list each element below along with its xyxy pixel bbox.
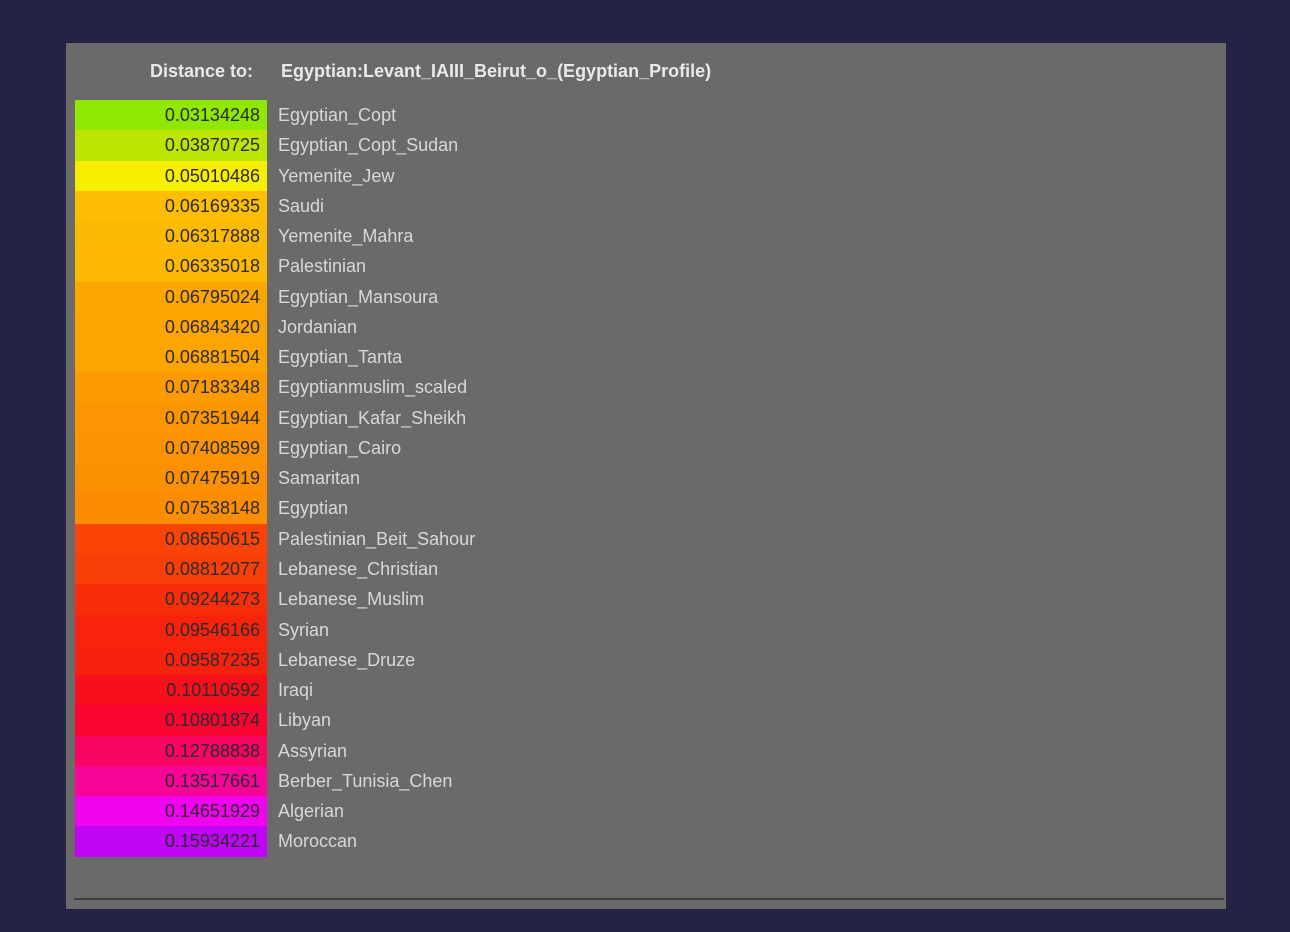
population-label: Berber_Tunisia_Chen <box>278 770 453 791</box>
population-label: Assyrian <box>278 740 348 761</box>
distance-row: 0.06169335 Saudi <box>66 190 1226 222</box>
distance-row: 0.06335018 Palestinian <box>66 251 1226 282</box>
population-label: Yemenite_Mahra <box>278 226 414 247</box>
distance-value-cell: 0.06843420 <box>75 311 267 343</box>
distance-row: 0.06843420 Jordanian <box>66 311 1226 343</box>
distance-row: 0.09587235 Lebanese_Druze <box>66 644 1226 676</box>
distance-value-cell: 0.07538148 <box>75 493 267 524</box>
distance-row: 0.03134248 Egyptian_Copt <box>66 100 1226 131</box>
distance-list: 0.03134248 Egyptian_Copt 0.03870725 Egyp… <box>66 100 1226 857</box>
distance-row: 0.08650615 Palestinian_Beit_Sahour <box>66 523 1226 554</box>
distance-value-cell: 0.10110592 <box>75 675 267 706</box>
population-label: Egyptian_Copt_Sudan <box>278 135 459 156</box>
population-label: Egyptian <box>278 498 349 519</box>
distance-row: 0.09244273 Lebanese_Muslim <box>66 584 1226 615</box>
population-label: Egyptian_Kafar_Sheikh <box>278 407 467 428</box>
population-label: Lebanese_Muslim <box>278 589 425 610</box>
distance-value-cell: 0.06881504 <box>75 342 267 373</box>
population-label: Jordanian <box>278 316 358 337</box>
distance-row: 0.13517661 Berber_Tunisia_Chen <box>66 765 1226 797</box>
distance-row: 0.06317888 Yemenite_Mahra <box>66 221 1226 252</box>
distance-value-cell: 0.13517661 <box>75 765 267 797</box>
distance-value-cell: 0.05010486 <box>75 160 267 191</box>
distance-row: 0.07475919 Samaritan <box>66 463 1226 494</box>
distance-row: 0.15934221 Moroccan <box>66 826 1226 857</box>
distance-table-panel: Distance to: Egyptian:Levant_IAIII_Beiru… <box>66 43 1226 909</box>
target-population-title: Egyptian:Levant_IAIII_Beirut_o_(Egyptian… <box>281 61 712 81</box>
table-header: Distance to: Egyptian:Levant_IAIII_Beiru… <box>66 60 1226 82</box>
distance-row: 0.07351944 Egyptian_Kafar_Sheikh <box>66 402 1226 433</box>
distance-row: 0.06795024 Egyptian_Mansoura <box>66 281 1226 312</box>
population-label: Syrian <box>278 619 330 640</box>
population-label: Saudi <box>278 195 325 216</box>
population-label: Libyan <box>278 710 332 731</box>
population-label: Lebanese_Druze <box>278 649 416 670</box>
bottom-divider <box>74 897 1224 900</box>
population-label: Yemenite_Jew <box>278 165 395 186</box>
distance-to-label: Distance to: <box>149 61 253 81</box>
distance-row: 0.07408599 Egyptian_Cairo <box>66 432 1226 464</box>
distance-value-cell: 0.06335018 <box>75 251 267 282</box>
distance-row: 0.12788838 Assyrian <box>66 735 1226 766</box>
population-label: Palestinian <box>278 256 367 277</box>
distance-value-cell: 0.09587235 <box>75 644 267 676</box>
distance-row: 0.07538148 Egyptian <box>66 493 1226 524</box>
population-label: Iraqi <box>278 680 314 701</box>
distance-value-cell: 0.07475919 <box>75 463 267 494</box>
distance-row: 0.10801874 Libyan <box>66 705 1226 736</box>
distance-value-cell: 0.09244273 <box>75 584 267 615</box>
distance-value-cell: 0.08650615 <box>75 523 267 554</box>
distance-value-cell: 0.09546166 <box>75 614 267 645</box>
population-label: Moroccan <box>278 831 358 852</box>
distance-row: 0.09546166 Syrian <box>66 614 1226 645</box>
distance-row: 0.07183348 Egyptianmuslim_scaled <box>66 372 1226 403</box>
population-label: Egyptian_Mansoura <box>278 286 439 307</box>
distance-row: 0.08812077 Lebanese_Christian <box>66 553 1226 585</box>
distance-value-cell: 0.06169335 <box>75 190 267 222</box>
population-label: Egyptian_Copt <box>278 105 397 125</box>
population-label: Egyptianmuslim_scaled <box>278 377 468 398</box>
population-label: Egyptian_Tanta <box>278 347 403 368</box>
distance-row: 0.10110592 Iraqi <box>66 675 1226 706</box>
distance-value-cell: 0.06317888 <box>75 221 267 252</box>
distance-value-cell: 0.03870725 <box>75 130 267 161</box>
distance-value-cell: 0.07408599 <box>75 432 267 464</box>
distance-value-cell: 0.15934221 <box>75 826 267 857</box>
population-label: Lebanese_Christian <box>278 558 439 579</box>
distance-row: 0.05010486 Yemenite_Jew <box>66 160 1226 191</box>
population-label: Algerian <box>278 801 345 822</box>
distance-value-cell: 0.12788838 <box>75 735 267 766</box>
population-label: Samaritan <box>278 468 361 489</box>
distance-row: 0.14651929 Algerian <box>66 796 1226 827</box>
population-label: Egyptian_Cairo <box>278 437 402 458</box>
distance-value-cell: 0.07183348 <box>75 372 267 403</box>
distance-value-cell: 0.06795024 <box>75 281 267 312</box>
distance-value-cell: 0.08812077 <box>75 553 267 585</box>
distance-row: 0.06881504 Egyptian_Tanta <box>66 342 1226 373</box>
distance-value-cell: 0.14651929 <box>75 796 267 827</box>
population-label: Palestinian_Beit_Sahour <box>278 528 476 549</box>
distance-row: 0.03870725 Egyptian_Copt_Sudan <box>66 130 1226 161</box>
distance-value-cell: 0.07351944 <box>75 402 267 433</box>
distance-value-cell: 0.03134248 <box>75 100 267 131</box>
distance-value-cell: 0.10801874 <box>75 705 267 736</box>
